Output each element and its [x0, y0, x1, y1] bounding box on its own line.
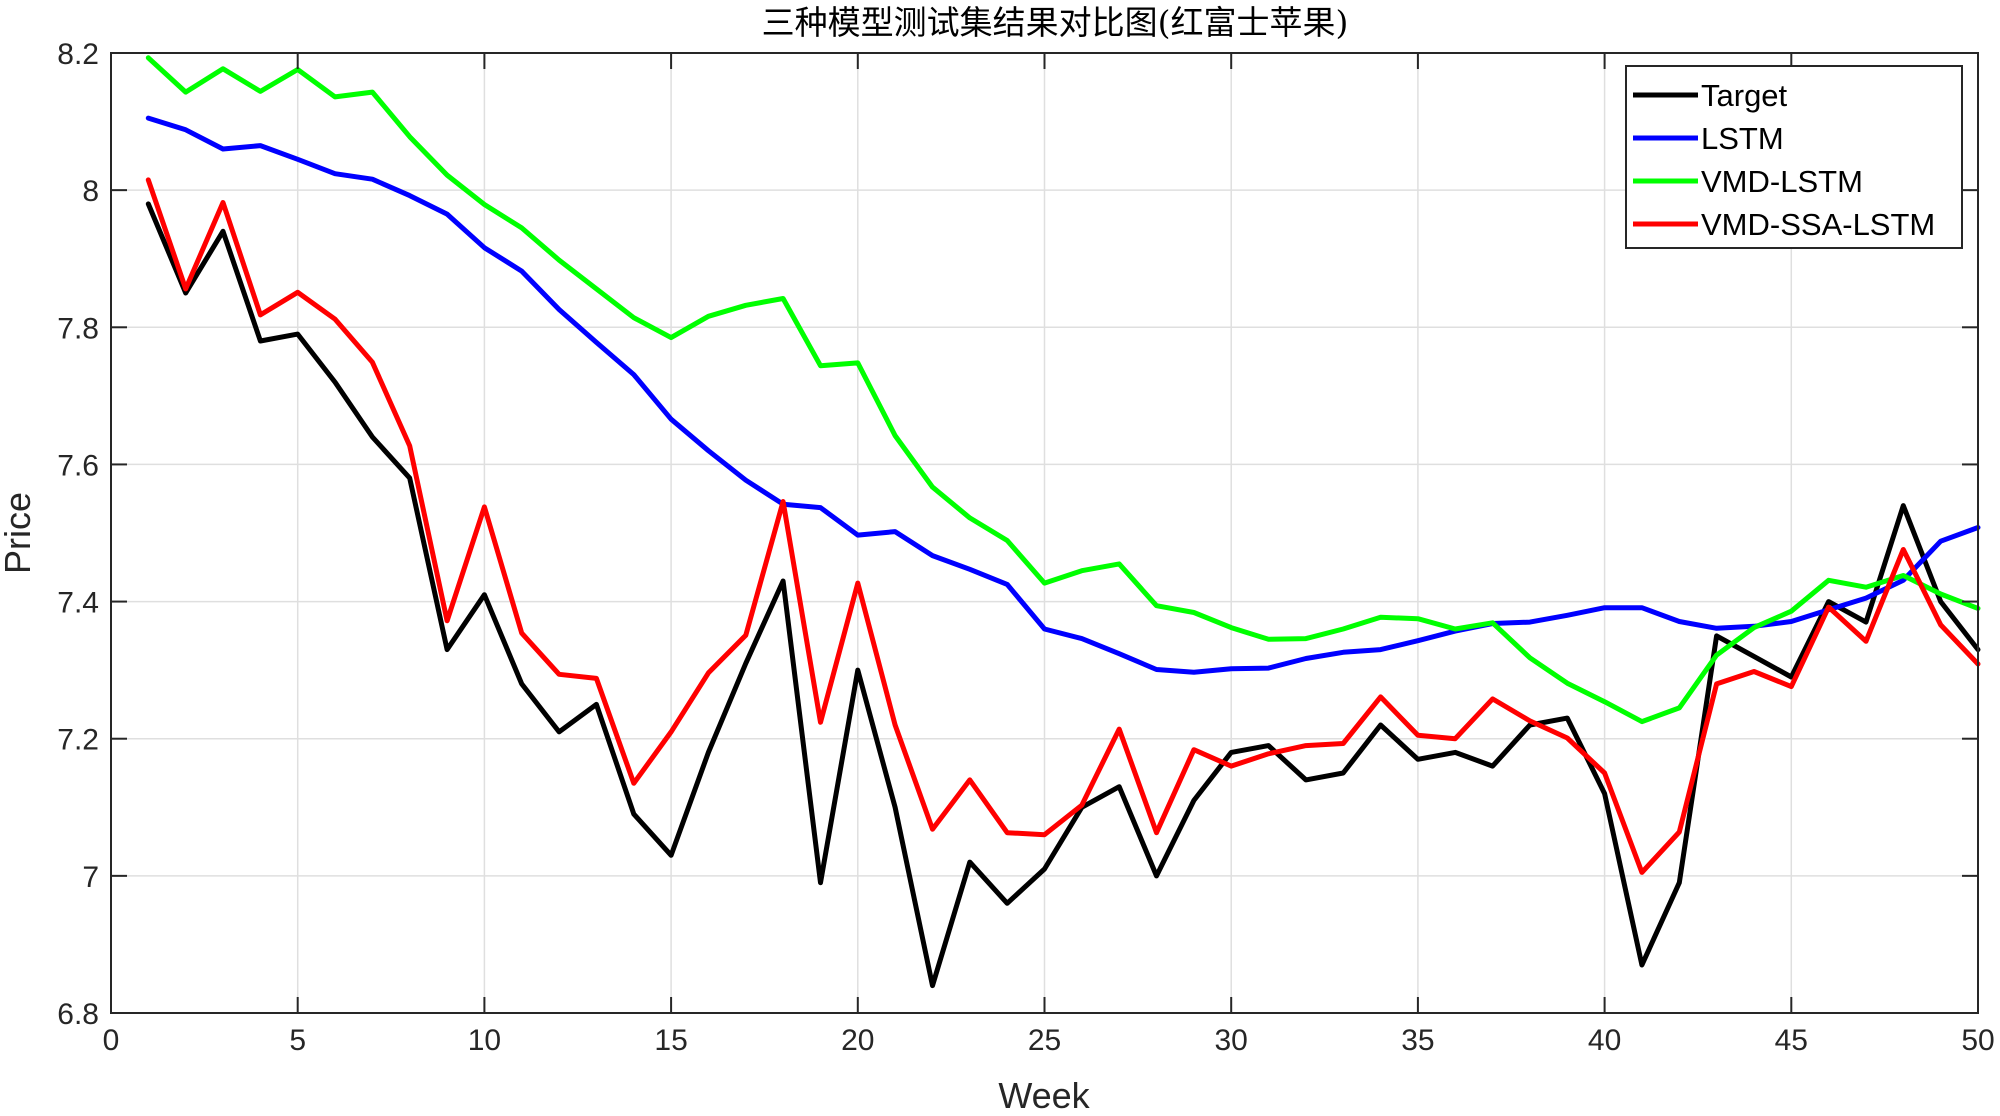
x-tick-label: 40	[1588, 1024, 1621, 1057]
y-tick-label: 7.8	[57, 312, 99, 345]
y-tick-label: 7.4	[57, 587, 99, 620]
y-tick-label: 8.2	[57, 38, 99, 71]
x-tick-label: 15	[654, 1024, 687, 1057]
series-line-target	[145, 201, 1981, 989]
x-axis-label: Week	[998, 1075, 1090, 1116]
y-tick-label: 7.6	[57, 449, 99, 482]
legend-label-vmd-lstm: VMD-LSTM	[1701, 164, 1863, 199]
x-tick-label: 50	[1961, 1024, 1994, 1057]
y-axis-label: Price	[0, 492, 38, 574]
x-tick-label: 30	[1215, 1024, 1248, 1057]
legend: Target LSTM VMD-LSTM VMD-SSA-LSTM	[1625, 65, 1963, 249]
x-tick-label: 35	[1401, 1024, 1434, 1057]
y-tick-label: 6.8	[57, 998, 99, 1031]
series-line-vmd-ssa-lstm	[145, 177, 1981, 875]
x-tick-label: 10	[468, 1024, 501, 1057]
legend-label-lstm: LSTM	[1701, 121, 1784, 156]
y-tick-label: 7	[82, 861, 99, 894]
series-line-vmd-lstm	[145, 55, 1981, 725]
chart-title: 三种模型测试集结果对比图(红富士苹果)	[762, 3, 1349, 42]
series-line-lstm	[145, 115, 1981, 675]
series-lines	[145, 55, 1981, 989]
y-tick-label: 7.2	[57, 724, 99, 757]
x-tick-label: 25	[1028, 1024, 1061, 1057]
x-tick-label: 45	[1775, 1024, 1808, 1057]
x-tick-label: 0	[103, 1024, 120, 1057]
legend-label-target: Target	[1701, 78, 1788, 113]
y-tick-label: 8	[82, 175, 99, 208]
x-tick-label: 20	[841, 1024, 874, 1057]
x-tick-label: 5	[289, 1024, 306, 1057]
legend-label-vmd-ssa-lstm: VMD-SSA-LSTM	[1701, 207, 1935, 242]
y-ticks: 6.8 7 7.2 7.4 7.6 7.8 8 8.2	[57, 38, 1978, 1031]
